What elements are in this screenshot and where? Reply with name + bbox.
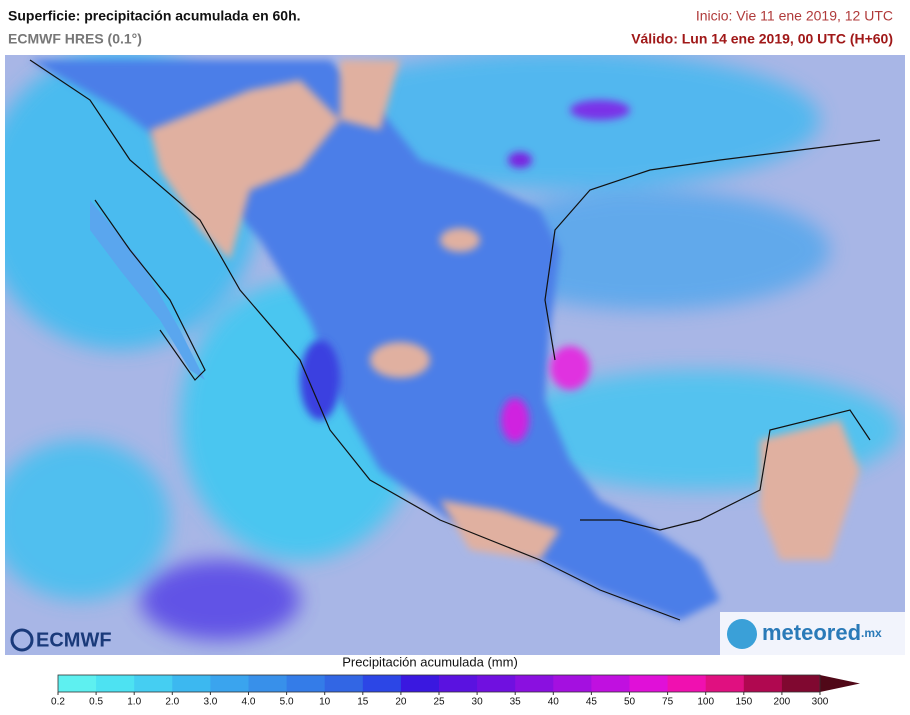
- colorbar-label: 1.0: [127, 697, 141, 708]
- colorbar-segment: [134, 675, 173, 692]
- colorbar-segment: [477, 675, 516, 692]
- colorbar-segment: [553, 675, 592, 692]
- colorbar-label: 50: [624, 697, 636, 708]
- colorbar-segment: [248, 675, 288, 692]
- colorbar-label: 300: [812, 697, 829, 708]
- colorbar-segment: [515, 675, 554, 692]
- colorbar-label: 4.0: [242, 697, 256, 708]
- colorbar-segment: [400, 675, 440, 692]
- colorbar-segment: [362, 675, 402, 692]
- colorbar-label: 3.0: [203, 697, 217, 708]
- valid-time: Válido: Lun 14 ene 2019, 00 UTC (H+60): [631, 31, 893, 47]
- colorbar-segment: [210, 675, 249, 692]
- colorbar-label: 10: [319, 697, 331, 708]
- legend-title: Precipitación acumulada (mm): [342, 654, 518, 669]
- model: ECMWF HRES (0.1°): [8, 31, 142, 47]
- ecmwf-text: ECMWF: [36, 629, 112, 651]
- colorbar-label: 2.0: [165, 697, 179, 708]
- colorbar-segment: [324, 675, 364, 692]
- colorbar-segment: [705, 675, 745, 692]
- colorbar-segment: [781, 675, 821, 692]
- meteored-text: meteored.mx: [762, 620, 882, 645]
- colorbar-segment: [58, 675, 97, 692]
- map: [5, 55, 905, 655]
- colorbar-label: 200: [774, 697, 791, 708]
- colorbar-segment: [629, 675, 669, 692]
- colorbar-label: 20: [395, 697, 407, 708]
- colorbar-segment: [172, 675, 211, 692]
- colorbar-label: 25: [433, 697, 445, 708]
- colorbar-segment: [667, 675, 707, 692]
- title: Superficie: precipitación acumulada en 6…: [8, 8, 301, 24]
- colorbar-label: 75: [662, 697, 674, 708]
- colorbar-label: 5.0: [280, 697, 294, 708]
- colorbar-label: 30: [472, 697, 484, 708]
- colorbar-segment: [743, 675, 783, 692]
- init-time: Inicio: Vie 11 ene 2019, 12 UTC: [696, 8, 893, 24]
- colorbar-segment: [286, 675, 326, 692]
- colorbar-label: 100: [697, 697, 714, 708]
- colorbar-label: 150: [735, 697, 752, 708]
- meteored-logo: meteored.mx: [727, 619, 882, 649]
- colorbar-label: 0.5: [89, 697, 103, 708]
- colorbar-label: 45: [586, 697, 598, 708]
- colorbar-label: 40: [548, 697, 560, 708]
- colorbar-segment: [439, 675, 478, 692]
- colorbar-segment: [96, 675, 135, 692]
- colorbar-label: 0.2: [51, 697, 65, 708]
- colorbar-arrow: [820, 675, 860, 692]
- colorbar-label: 15: [357, 697, 369, 708]
- colorbar-label: 35: [510, 697, 522, 708]
- ecmwf-logo: ECMWF: [10, 628, 112, 652]
- colorbar-segment: [591, 675, 630, 692]
- colorbar: 0.2 0.5 1.0 2.0 3.0 4.0 5.0 10 15 20 25 30 35 40 45 50 7…: [51, 674, 860, 708]
